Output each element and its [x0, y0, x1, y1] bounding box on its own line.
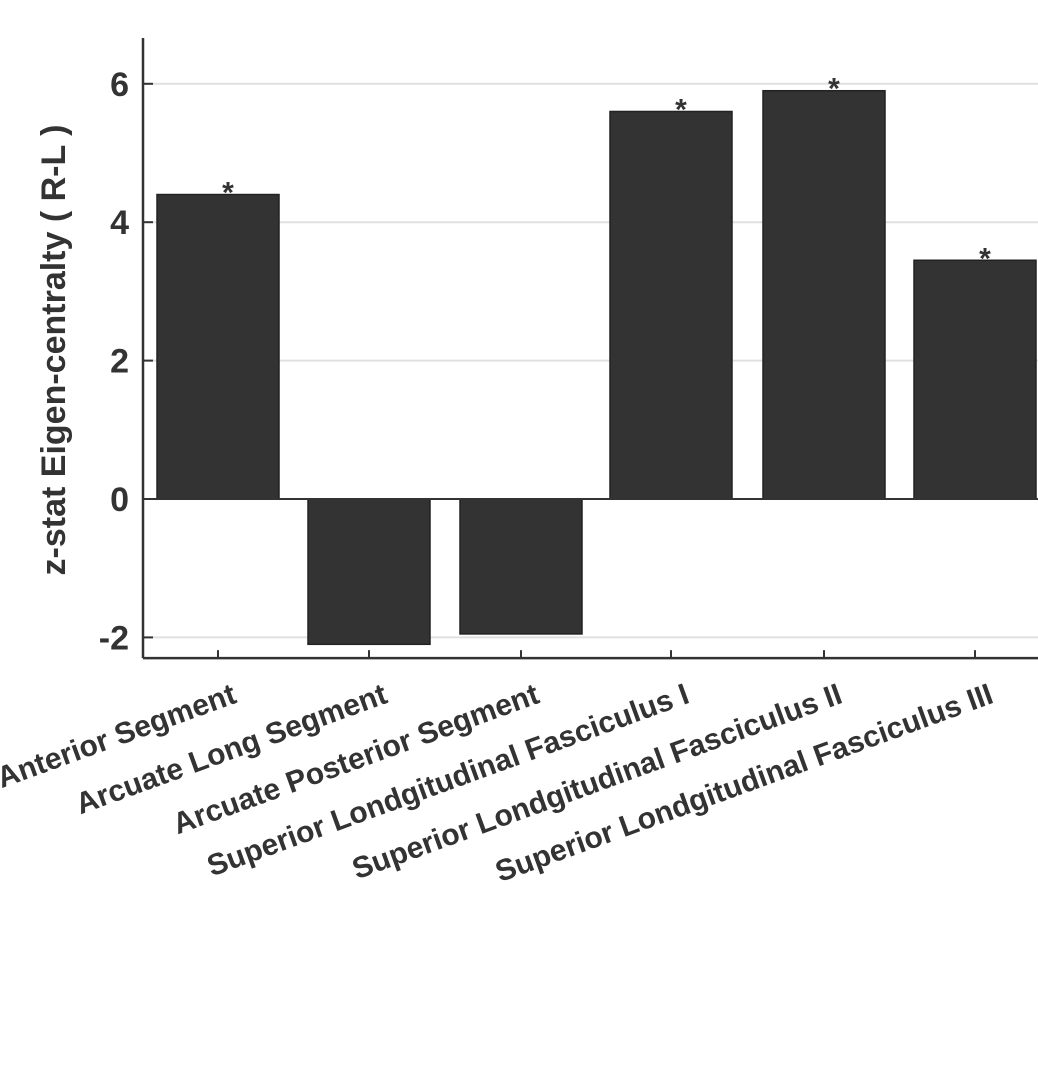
bar	[156, 193, 280, 500]
significance-marker: *	[675, 93, 687, 126]
significance-marker: *	[222, 177, 234, 210]
bar	[609, 110, 733, 500]
significance-marker: *	[828, 73, 840, 106]
bar	[913, 259, 1037, 500]
y-tick-label: 6	[110, 66, 129, 104]
y-axis-label: z-stat Eigen-centralty ( R-L )	[35, 125, 73, 576]
y-tick-label: 2	[110, 343, 129, 381]
axes	[141, 38, 1038, 660]
bar	[762, 89, 886, 500]
y-tick-label: 4	[110, 204, 129, 242]
bar	[459, 498, 583, 635]
bars	[156, 89, 1037, 646]
y-tick-label: -2	[99, 619, 129, 657]
significance-marker: *	[979, 242, 991, 275]
bar	[307, 498, 431, 646]
y-tick-label: 0	[110, 481, 129, 519]
